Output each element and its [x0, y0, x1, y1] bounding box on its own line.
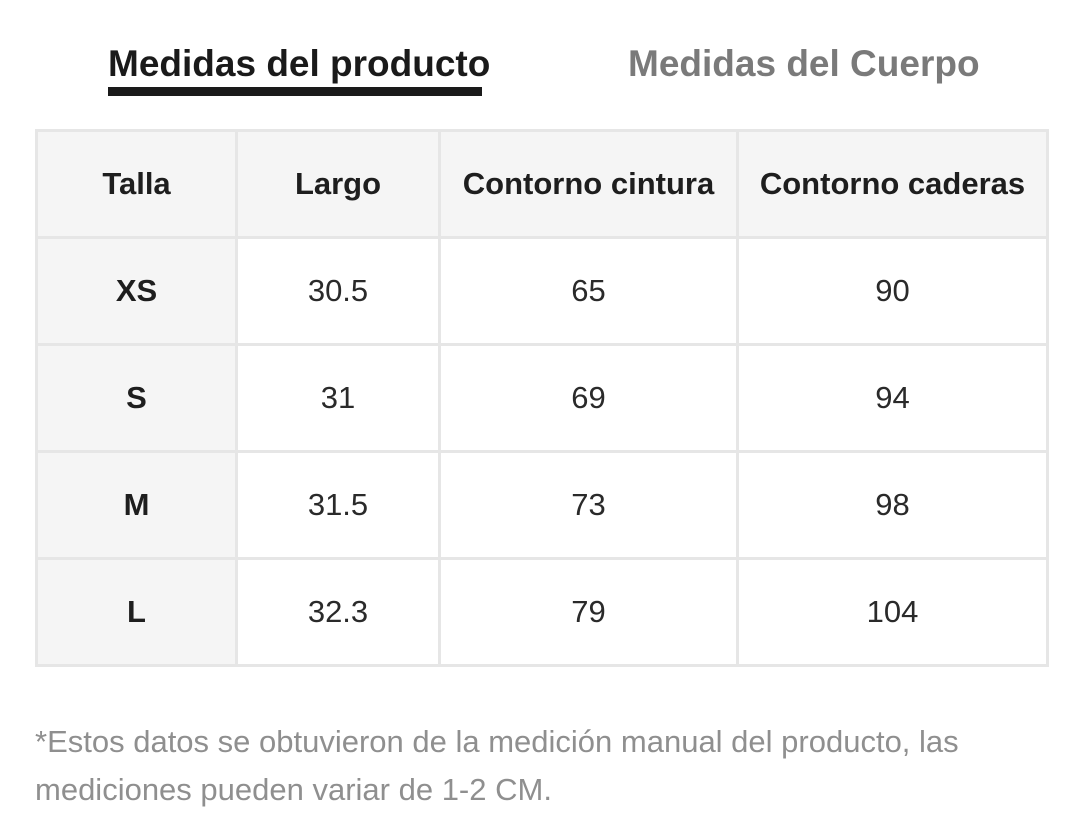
active-tab-indicator [108, 87, 482, 96]
hips-cell: 90 [736, 236, 1049, 346]
waist-cell: 79 [438, 557, 739, 667]
header-waist: Contorno cintura [438, 129, 739, 239]
size-cell: S [35, 343, 238, 453]
waist-cell: 65 [438, 236, 739, 346]
length-cell: 30.5 [235, 236, 441, 346]
size-cell: XS [35, 236, 238, 346]
measurement-tabs: Medidas del producto Medidas del Cuerpo [0, 0, 1080, 110]
size-cell: L [35, 557, 238, 667]
table-row: M 31.5 73 98 [35, 450, 1049, 560]
table-row: S 31 69 94 [35, 343, 1049, 453]
waist-cell: 73 [438, 450, 739, 560]
size-chart-table: Talla Largo Contorno cintura Contorno ca… [35, 129, 1049, 667]
tab-body-measurements[interactable]: Medidas del Cuerpo [628, 43, 980, 84]
length-cell: 32.3 [235, 557, 441, 667]
measurement-disclaimer: *Estos datos se obtuvieron de la medició… [35, 724, 959, 807]
hips-cell: 94 [736, 343, 1049, 453]
length-cell: 31 [235, 343, 441, 453]
table-header-row: Talla Largo Contorno cintura Contorno ca… [35, 129, 1049, 239]
size-cell: M [35, 450, 238, 560]
hips-cell: 98 [736, 450, 1049, 560]
hips-cell: 104 [736, 557, 1049, 667]
header-hips: Contorno caderas [736, 129, 1049, 239]
table-row: L 32.3 79 104 [35, 557, 1049, 667]
tab-product-measurements[interactable]: Medidas del producto [108, 43, 491, 84]
length-cell: 31.5 [235, 450, 441, 560]
header-size: Talla [35, 129, 238, 239]
header-length: Largo [235, 129, 441, 239]
waist-cell: 69 [438, 343, 739, 453]
table-row: XS 30.5 65 90 [35, 236, 1049, 346]
